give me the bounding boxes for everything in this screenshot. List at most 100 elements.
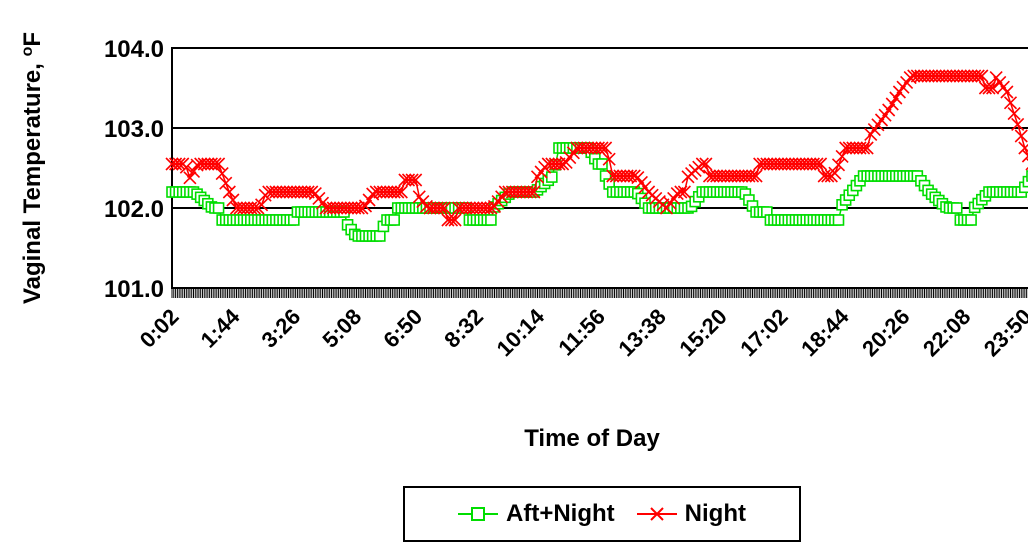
data-point-x (975, 69, 989, 83)
data-point-x (745, 169, 760, 183)
x-tick-label: 22:08 (918, 304, 975, 361)
data-point-x-stroke (527, 185, 541, 199)
data-point-square (1022, 175, 1028, 188)
data-point-x (1014, 129, 1028, 143)
data-point-x-stroke (208, 157, 222, 171)
data-point-x-stroke (1007, 107, 1021, 121)
data-point-x-stroke (1021, 155, 1028, 163)
data-point-x-stroke (219, 176, 233, 190)
data-point-x (695, 157, 709, 171)
data-point-x (831, 158, 846, 172)
data-point-x (1011, 117, 1025, 131)
x-tick-label: 17:02 (735, 304, 792, 361)
data-point-x (599, 141, 613, 155)
x-axis-title: Time of Day (524, 425, 660, 452)
x-tick-label: 10:14 (492, 303, 550, 361)
data-point-x-stroke (222, 185, 236, 199)
legend-marker-square-icon (458, 507, 499, 521)
data-point-x-stroke (835, 149, 849, 163)
data-point-x (885, 97, 899, 111)
data-point-x-stroke (366, 187, 380, 201)
data-point-x-stroke (674, 185, 688, 199)
data-point-x (351, 201, 365, 215)
data-point-x-stroke (814, 157, 828, 171)
legend-label-night: Night (684, 500, 746, 527)
data-point-x (448, 213, 462, 227)
y-tick-label: 103.0 (104, 116, 164, 143)
legend-label-aft-night: Aft+Night (506, 500, 615, 527)
data-point-square (546, 171, 558, 183)
data-point-x-stroke (971, 69, 985, 83)
data-point-x-stroke (183, 171, 197, 185)
data-point-x (835, 149, 849, 163)
y-tick-label: 101.0 (104, 276, 164, 303)
data-point-square (950, 202, 963, 214)
data-point-x-stroke (179, 160, 193, 174)
data-point-x-stroke (523, 185, 537, 199)
data-point-x-stroke (247, 201, 261, 215)
y-axis-title-main: Vaginal Temperature, (19, 56, 46, 304)
x-axis-minor-ticks (171, 288, 1028, 298)
data-point-x-stroke (308, 187, 322, 201)
data-point-x-stroke (358, 199, 373, 213)
data-point-x-stroke (810, 157, 824, 171)
data-point-x (409, 173, 423, 187)
data-point-x-stroke (749, 169, 763, 183)
data-point-x (172, 157, 186, 171)
legend-item-night: Night (636, 500, 746, 528)
y-tick-label: 104.0 (104, 36, 164, 63)
data-point-x (602, 152, 616, 166)
data-point-x-stroke (599, 141, 613, 155)
data-point-x (882, 103, 896, 117)
data-point-x (699, 157, 713, 171)
data-point-x-stroke (434, 201, 448, 215)
data-point-x-stroke (828, 166, 842, 180)
data-point-x-stroke (212, 157, 226, 171)
data-point-x (1018, 141, 1028, 155)
data-point-x-stroke (1000, 85, 1014, 99)
data-point-x-stroke (595, 141, 609, 155)
data-point-x-stroke (301, 185, 315, 199)
data-point-x-stroke (416, 195, 430, 209)
data-point-x-stroke (882, 103, 896, 117)
data-point-x (222, 185, 236, 199)
data-point-x (749, 169, 763, 183)
x-tick-label: 23:50 (979, 304, 1028, 361)
data-point-x-stroke (982, 81, 996, 95)
data-point-x (366, 187, 380, 201)
data-point-x (405, 173, 419, 187)
data-point-x (437, 201, 451, 215)
data-point-x (523, 185, 537, 199)
data-point-x-stroke (419, 199, 433, 213)
data-point-x-stroke (885, 97, 899, 111)
data-point-x (889, 91, 903, 105)
x-tick-label: 6:50 (378, 304, 427, 353)
y-tick-labels: 101.0 102.0 103.0 104.0 (104, 36, 164, 303)
data-point-x (595, 141, 609, 155)
data-point-x-stroke (312, 191, 326, 205)
data-point-x-stroke (624, 169, 638, 183)
data-point-x (828, 166, 842, 180)
data-point-x-stroke (315, 196, 330, 210)
data-point-square (965, 214, 977, 226)
data-point-x-stroke (860, 141, 874, 155)
data-point-x (434, 201, 448, 215)
data-point-square (388, 214, 400, 226)
data-point-x-stroke (677, 185, 691, 199)
y-axis-title-unit: F (19, 32, 46, 47)
data-point-x-stroke (996, 80, 1010, 94)
data-point-x (982, 81, 996, 95)
data-point-x-stroke (394, 185, 408, 199)
data-point-x (814, 157, 828, 171)
data-point-x-stroke (391, 185, 405, 199)
data-point-x-stroke (1011, 117, 1025, 131)
data-point-x-stroke (172, 157, 186, 171)
data-point-x (391, 185, 405, 199)
x-tick-label: 18:44 (796, 303, 854, 361)
data-point-x-stroke (1014, 129, 1028, 143)
data-point-x-stroke (986, 81, 1000, 95)
x-tick-label: 0:02 (135, 304, 184, 353)
data-point-x (677, 185, 691, 199)
data-point-square (374, 230, 386, 242)
